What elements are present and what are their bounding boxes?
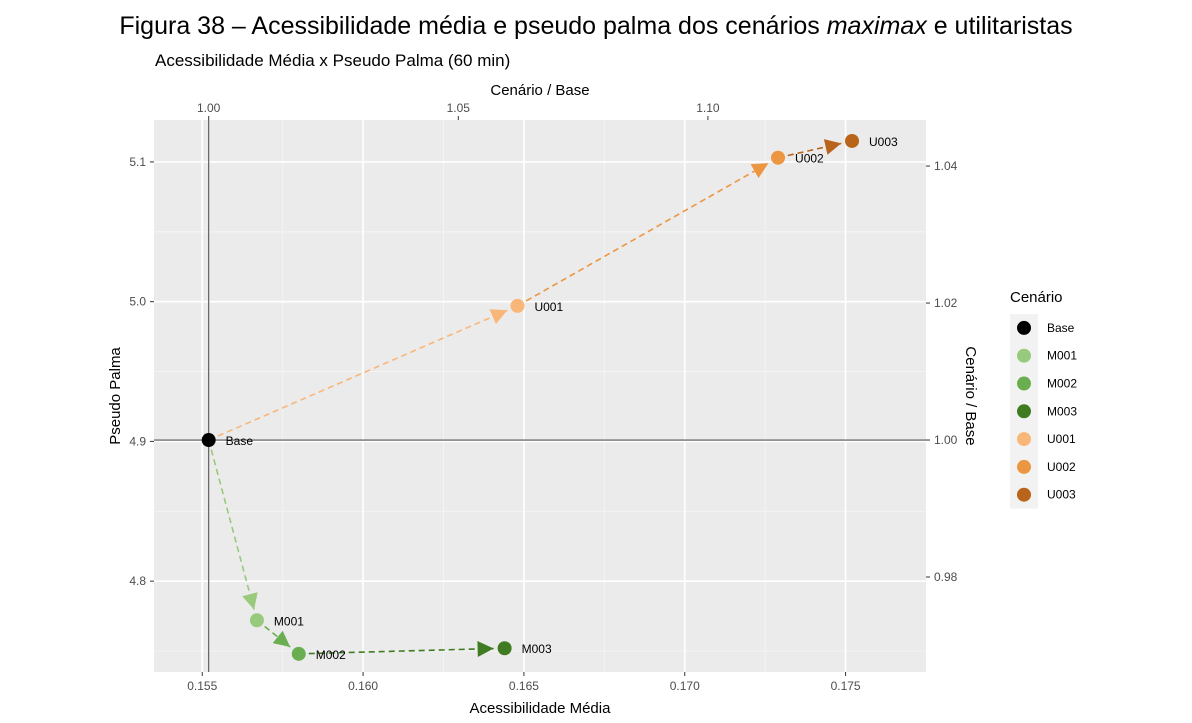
point-m001 — [249, 613, 264, 628]
point-m003 — [497, 641, 512, 656]
caption-italic: maximax — [826, 12, 927, 40]
x-axis-tick-label: 0.160 — [348, 679, 378, 693]
point-base — [201, 433, 216, 448]
point-u001 — [510, 298, 525, 313]
legend-key-u001 — [1017, 432, 1031, 447]
legend-key-u003 — [1017, 487, 1031, 502]
point-m002 — [291, 646, 306, 661]
x-axis-tick-label: 0.165 — [509, 679, 539, 693]
y-axis-tick-label: 5.0 — [129, 295, 146, 309]
y2-axis-title: Cenário / Base — [962, 346, 979, 445]
legend-key-base — [1017, 320, 1031, 335]
caption-rest: utilitaristas — [954, 12, 1073, 40]
point-label-u003: U003 — [869, 135, 898, 149]
legend-label-u003: U003 — [1047, 488, 1076, 502]
x-axis-tick-label: 0.175 — [831, 679, 861, 693]
axes: 0.155 0.160 0.165 0.170 0.175 4.8 4.9 5.0 5.1 1.0… — [129, 101, 957, 693]
y-axis-title: Pseudo Palma — [107, 347, 124, 445]
y2-axis-tick-label: 0.98 — [934, 570, 958, 584]
y-axis-tick-label: 4.8 — [129, 574, 146, 588]
point-labels: Base M001 M002 M003 U001 U002 U003 — [226, 135, 898, 662]
y2-axis-tick-label: 1.02 — [934, 296, 958, 310]
grid-minor — [154, 120, 926, 672]
legend-label-m003: M003 — [1047, 404, 1077, 418]
x-axis-tick-label: 0.170 — [670, 679, 700, 693]
reference-lines — [154, 120, 926, 672]
point-u003 — [845, 133, 860, 148]
grid-major — [154, 120, 926, 672]
arrow-base-to-u001 — [208, 309, 508, 441]
x2-axis-tick-label: 1.00 — [197, 101, 221, 115]
x2-axis-title: Cenário / Base — [490, 82, 589, 99]
chart-title: Acessibilidade Média x Pseudo Palma (60 … — [155, 51, 510, 70]
plot-panel — [154, 120, 926, 672]
caption-middle: e — [926, 12, 955, 40]
y-axis-tick-label: 4.9 — [129, 434, 146, 448]
legend: Cenário Base M001 M002 M003 U001 U002 U003 — [1010, 289, 1077, 509]
point-u002 — [771, 150, 786, 165]
arrow-u001-to-u002 — [517, 162, 769, 307]
point-label-u002: U002 — [795, 152, 824, 166]
arrow-u002-to-u003 — [777, 139, 842, 159]
points — [201, 133, 860, 661]
arrow-m001-to-m002 — [256, 619, 291, 648]
legend-label-base: Base — [1047, 321, 1075, 335]
point-label-m001: M001 — [274, 614, 304, 628]
caption-prefix: Figura 38 – Acessibilidade média e pseud… — [119, 12, 827, 40]
x-axis-tick-label: 0.155 — [187, 679, 217, 693]
x2-axis-tick-label: 1.05 — [447, 101, 471, 115]
legend-label-u002: U002 — [1047, 460, 1076, 474]
legend-title: Cenário — [1010, 289, 1063, 306]
y-axis-tick-label: 5.1 — [129, 155, 146, 169]
point-label-base: Base — [226, 434, 254, 448]
legend-key-m002 — [1017, 376, 1031, 391]
figure-caption: Figura 38 – Acessibilidade média e pseud… — [0, 12, 1192, 41]
legend-key-u002 — [1017, 459, 1031, 474]
arrow-m002-to-m003 — [298, 640, 494, 657]
point-label-m003: M003 — [522, 642, 552, 656]
legend-label-m001: M001 — [1047, 349, 1077, 363]
legend-key-m003 — [1017, 404, 1031, 419]
arrows — [207, 139, 842, 657]
x2-axis-tick-label: 1.10 — [696, 101, 720, 115]
point-label-u001: U001 — [534, 300, 563, 314]
y2-axis-tick-label: 1.00 — [934, 433, 958, 447]
point-label-m002: M002 — [316, 648, 346, 662]
y2-axis-tick-label: 1.04 — [934, 159, 958, 173]
legend-label-u001: U001 — [1047, 432, 1076, 446]
legend-label-m002: M002 — [1047, 377, 1077, 391]
legend-key-m001 — [1017, 348, 1031, 363]
x-axis-title: Acessibilidade Média — [470, 700, 612, 717]
